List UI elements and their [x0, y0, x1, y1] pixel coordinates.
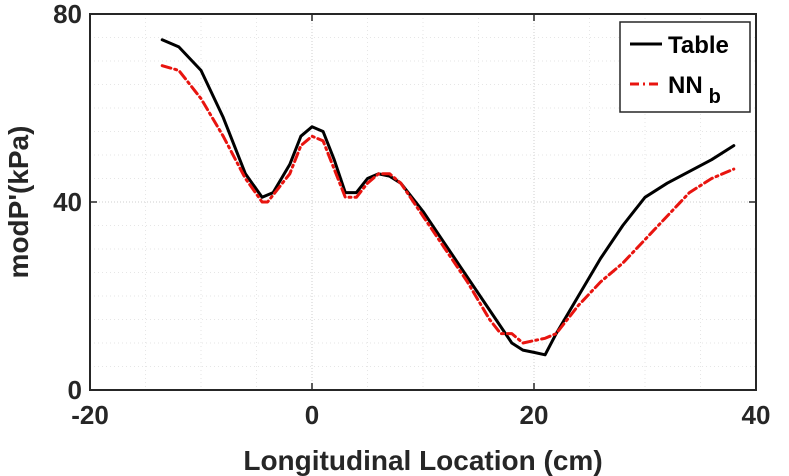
x-tick-label: 20	[520, 400, 549, 430]
legend-label-subscript: b	[709, 86, 721, 108]
y-tick-label: 0	[68, 375, 82, 405]
y-tick-label: 40	[53, 187, 82, 217]
legend-label: Table	[668, 32, 729, 59]
series-layer	[160, 38, 736, 357]
y-axis-label: modP'(kPa)	[3, 126, 34, 279]
y-tick-label: 80	[53, 0, 82, 29]
x-axis-label: Longitudinal Location (cm)	[243, 445, 602, 476]
x-tick-label: 40	[742, 400, 771, 430]
x-tick-label: -20	[71, 400, 109, 430]
legend-box	[619, 21, 751, 113]
x-tick-label: 0	[305, 400, 319, 430]
series-line-nn	[160, 64, 736, 345]
